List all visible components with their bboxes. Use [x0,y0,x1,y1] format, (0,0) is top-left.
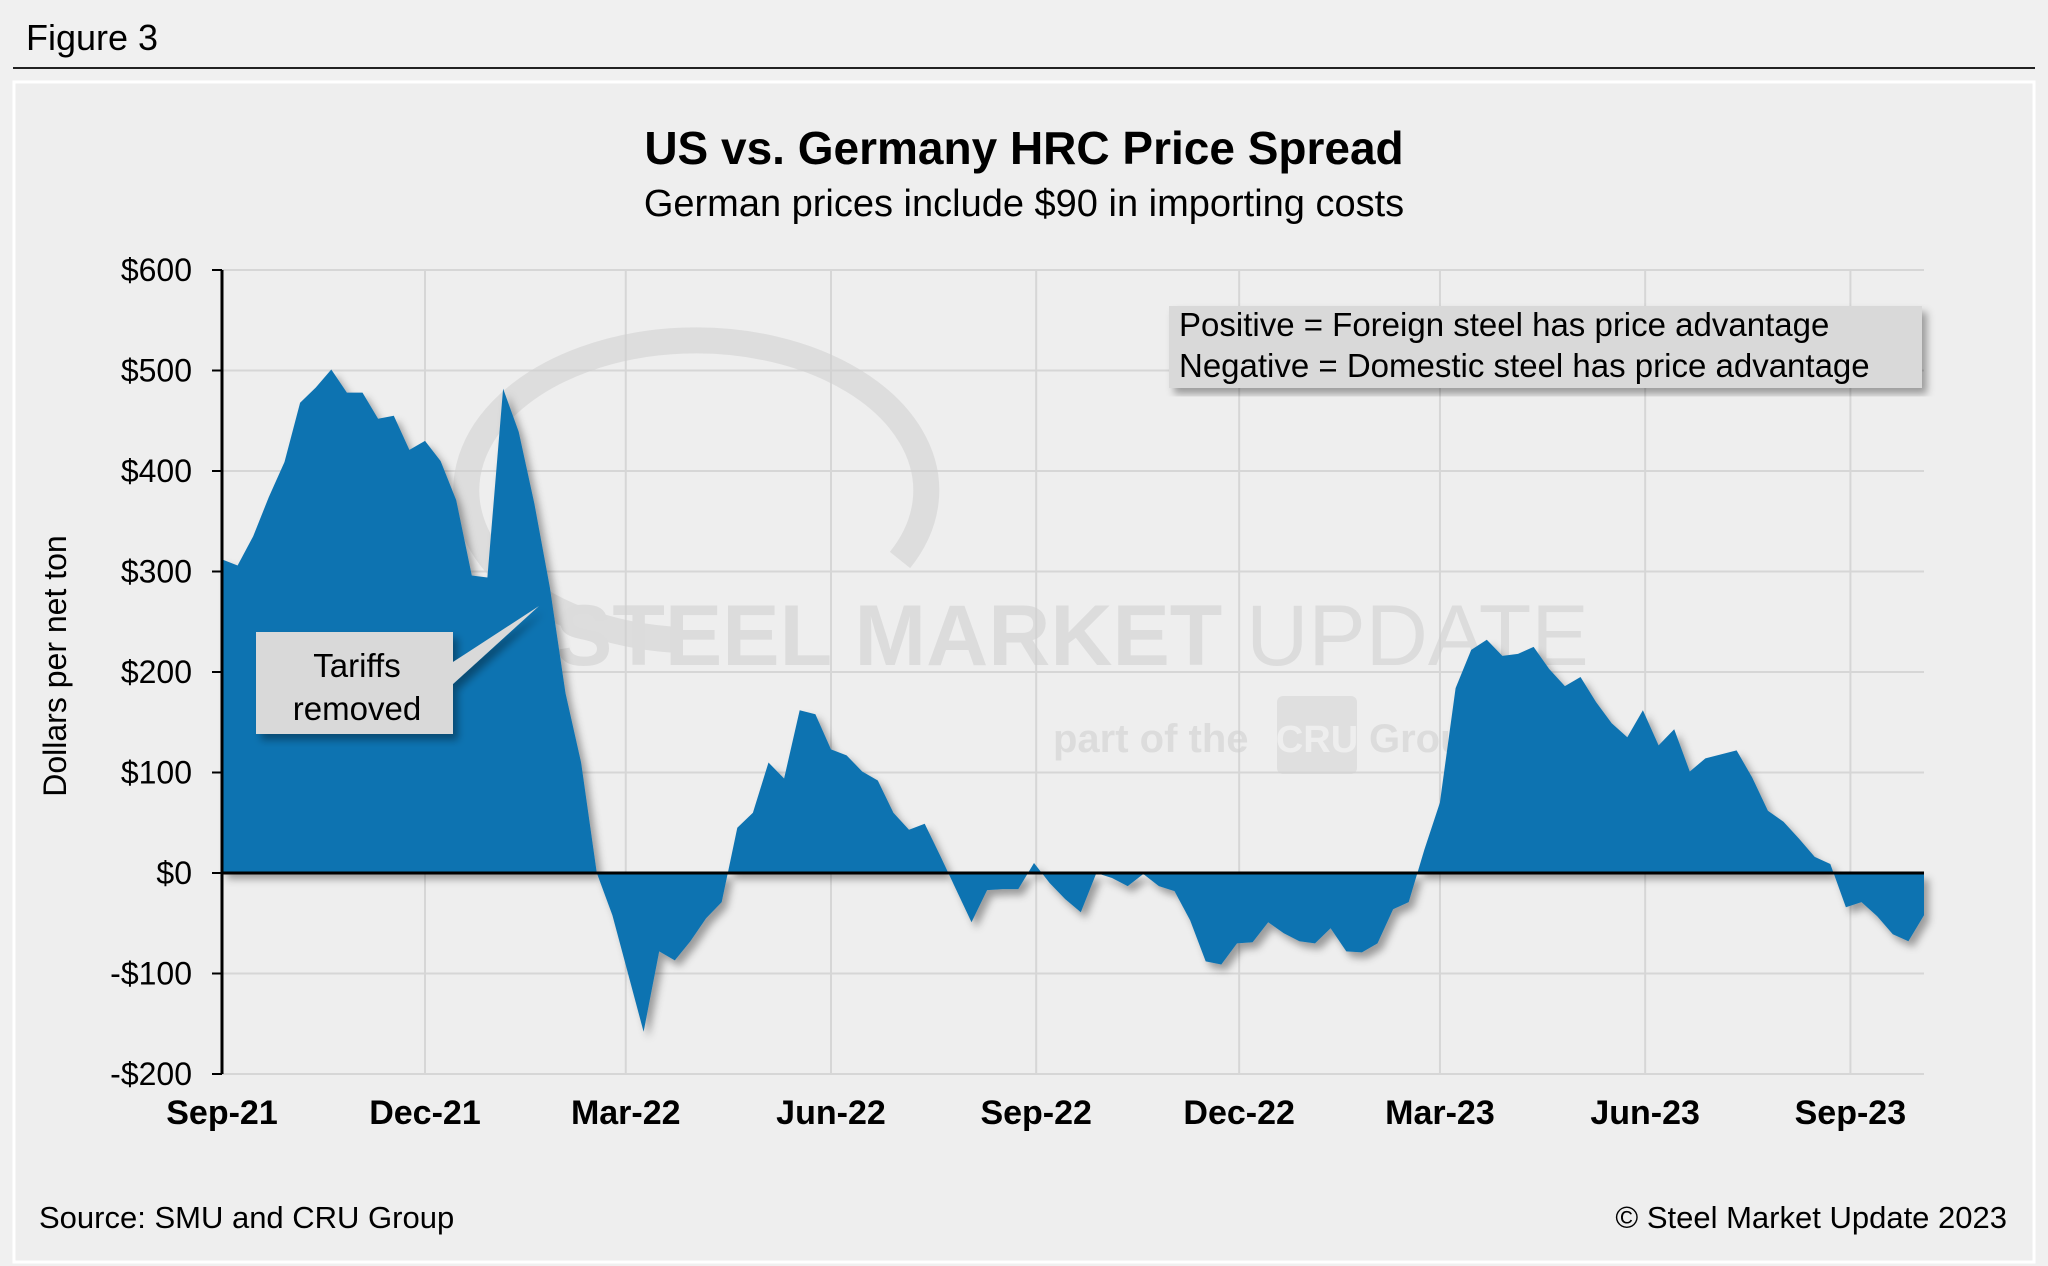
x-tick-label: Mar-23 [1385,1094,1495,1132]
copyright-note: © Steel Market Update 2023 [1615,1200,2007,1235]
annotation-line2: removed [293,690,421,727]
watermark-part-of: part of the [1053,717,1249,761]
x-tick-labels: Sep-21 Dec-21 Mar-22 Jun-22 Sep-22 Dec-22 Mar-… [166,1094,1906,1132]
x-tick-label: Sep-23 [1795,1094,1907,1132]
x-tick-label: Jun-22 [776,1094,886,1132]
x-tick-label: Jun-23 [1590,1094,1700,1132]
y-tick-label: $500 [121,353,192,389]
legend-note-box [1169,306,1922,388]
x-tick-label: Mar-22 [571,1094,681,1132]
y-tick-label: $0 [156,855,192,891]
x-tick-label: Sep-22 [980,1094,1092,1132]
x-tick-label: Sep-21 [166,1094,278,1132]
watermark-cru-box [1277,696,1357,774]
watermark-text: STEEL MARKET UPDATE [555,588,1589,684]
axes [212,269,224,1075]
y-axis-title: Dollars per net ton [37,535,73,796]
x-tick-label: Dec-21 [369,1094,481,1132]
annotation-line1: Tariffs [313,647,400,684]
spread-area [222,369,1924,1032]
legend-note-negative: Negative = Domestic steel has price adva… [1179,347,1870,384]
y-tick-label: $400 [121,453,192,489]
x-tick-label: Dec-22 [1183,1094,1295,1132]
chart-title: US vs. Germany HRC Price Spread [644,122,1403,174]
annotation-callout [256,606,539,734]
y-tick-label: -$100 [110,956,192,992]
figure-label: Figure 3 [26,17,158,58]
tariffs-annotation [256,606,539,734]
source-note: Source: SMU and CRU Group [39,1200,454,1235]
y-tick-label: $300 [121,554,192,590]
y-tick-labels: $600 $500 $400 $300 $200 $100 $0 -$100 -$200 [110,252,192,1092]
y-tick-label: -$200 [110,1056,192,1092]
y-tick-label: $600 [121,252,192,288]
y-tick-label: $100 [121,755,192,791]
legend-note: Positive = Foreign steel has price advan… [1169,306,1922,388]
watermark-cru-logo: CRU [1276,719,1358,761]
y-tick-label: $200 [121,654,192,690]
chart-subtitle: German prices include $90 in importing c… [644,183,1404,225]
legend-note-positive: Positive = Foreign steel has price advan… [1179,306,1829,343]
